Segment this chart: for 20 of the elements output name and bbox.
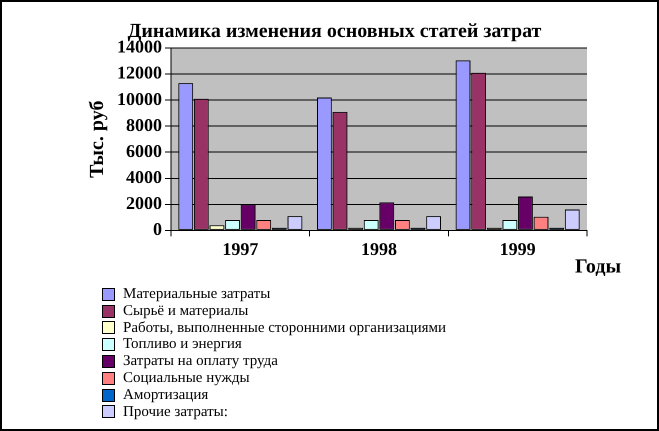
y-tick-label: 0	[153, 219, 162, 240]
legend-label: Топливо и энергия	[123, 336, 242, 354]
y-tick-label: 12000	[117, 62, 162, 83]
x-tick-label: 1999	[500, 238, 536, 259]
y-tick-label: 6000	[126, 140, 162, 161]
legend-label: Затраты на оплату труда	[123, 353, 278, 370]
legend-label: Работы, выполненные сторонними организациями	[123, 320, 446, 336]
y-tick-label: 2000	[126, 193, 162, 213]
x-tick-label: 1997	[222, 238, 258, 259]
legend-label: Амортизация	[123, 386, 208, 404]
legend-label: Материальные затраты	[123, 286, 270, 303]
y-tick-label: 10000	[117, 88, 162, 109]
legend-label: Социальные нужды	[123, 370, 250, 387]
legend-label: Сырьё и материалы	[123, 302, 248, 320]
y-tick-label: 8000	[126, 114, 162, 135]
y-tick-label: 4000	[126, 166, 162, 187]
y-axis-title: Тыс. руб	[86, 100, 108, 178]
legend-label: Прочие затраты:	[123, 404, 228, 420]
x-tick-label: 1998	[361, 238, 397, 259]
x-axis-title: Годы	[574, 256, 622, 278]
